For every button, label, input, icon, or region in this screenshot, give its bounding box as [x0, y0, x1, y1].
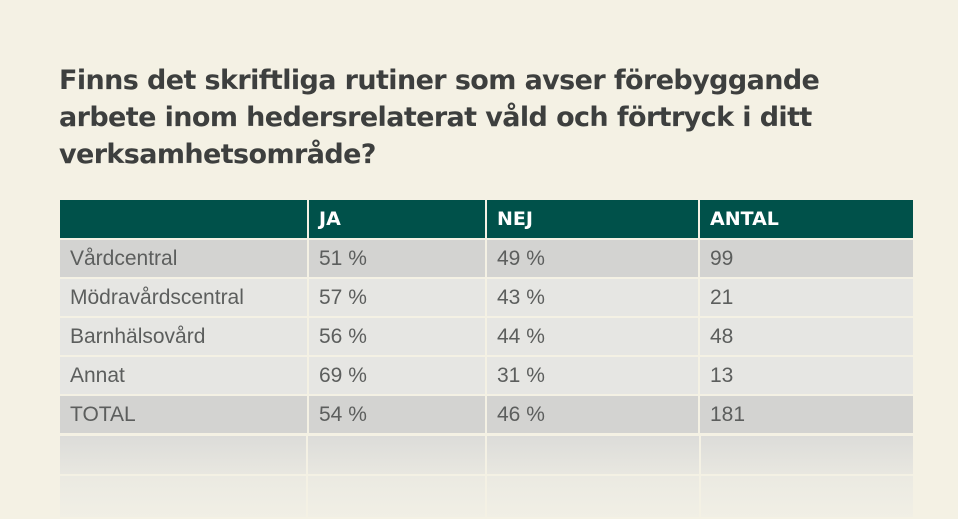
row-label: Mödravårdscentral — [60, 278, 309, 318]
cell-nej: 46 % — [486, 395, 700, 435]
header-category — [60, 200, 309, 240]
header-ja: JA — [308, 200, 487, 240]
cell-nej: 31 % — [486, 356, 700, 396]
cell-antal: 99 — [699, 239, 913, 279]
row-label: Vårdcentral — [60, 239, 309, 279]
cell-antal: 48 — [699, 317, 913, 357]
header-nej: NEJ — [486, 200, 700, 240]
cell-nej: 43 % — [486, 278, 700, 318]
table-row: Barnhälsovård 56 % 44 % 48 — [60, 317, 913, 357]
chart-title: Finns det skriftliga rutiner som avser f… — [59, 65, 820, 170]
cell-ja: 56 % — [308, 317, 487, 357]
cell-antal: 181 — [699, 395, 913, 435]
results-table: JA NEJ ANTAL Vårdcentral 51 % 49 % 99 Mö… — [60, 200, 913, 435]
empty-table-row — [60, 436, 913, 475]
row-label: Barnhälsovård — [60, 317, 309, 357]
table-fade-rows — [60, 436, 913, 519]
cell-antal: 13 — [699, 356, 913, 396]
cell-ja: 51 % — [308, 239, 487, 279]
cell-ja: 54 % — [308, 395, 487, 435]
row-label: TOTAL — [60, 395, 309, 435]
row-label: Annat — [60, 356, 309, 396]
table-row-total: TOTAL 54 % 46 % 181 — [60, 395, 913, 435]
cell-nej: 44 % — [486, 317, 700, 357]
table-header-row: JA NEJ ANTAL — [60, 200, 913, 240]
table-row: Mödravårdscentral 57 % 43 % 21 — [60, 278, 913, 318]
cell-nej: 49 % — [486, 239, 700, 279]
table-row: Annat 69 % 31 % 13 — [60, 356, 913, 396]
header-antal: ANTAL — [699, 200, 913, 240]
cell-ja: 69 % — [308, 356, 487, 396]
table-row: Vårdcentral 51 % 49 % 99 — [60, 239, 913, 279]
cell-ja: 57 % — [308, 278, 487, 318]
empty-table-row — [60, 476, 913, 517]
cell-antal: 21 — [699, 278, 913, 318]
